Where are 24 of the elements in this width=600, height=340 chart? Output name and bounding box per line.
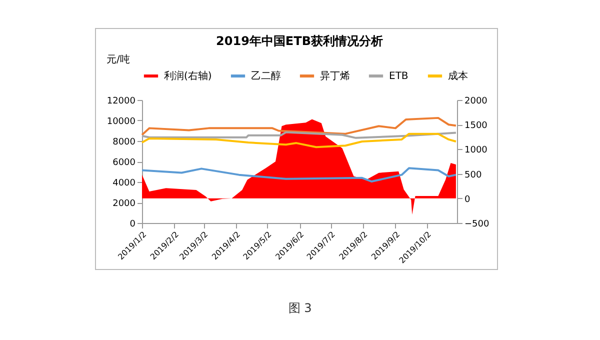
y-tick-label: 4000 — [112, 178, 136, 188]
y-tick-label: 8000 — [112, 138, 136, 148]
y2-tick-label: −500 — [464, 220, 490, 230]
y2-tick-label: 2000 — [464, 96, 488, 106]
legend-label: ETB — [389, 71, 408, 82]
caption: 图 3 — [287, 300, 313, 317]
y-tick-label: 6000 — [112, 158, 136, 168]
y-tick-label: 2000 — [112, 199, 136, 209]
y-tick-label: 12000 — [106, 96, 136, 106]
line-series — [141, 116, 457, 136]
line-series — [141, 132, 457, 148]
y2-tick-label: 1500 — [464, 121, 488, 132]
y-tick-label: 0 — [130, 220, 136, 230]
legend-label: 乙二醇 — [251, 70, 281, 82]
y2-tick-label: 0 — [464, 194, 470, 205]
line-series — [141, 167, 457, 182]
y2-tick-label: 1000 — [464, 146, 488, 156]
chart-title: 2019年中国ETB获利情况分析 — [216, 34, 383, 48]
y-axis-title: 元/吨 — [106, 54, 130, 66]
y-tick-label: 10000 — [106, 117, 136, 127]
y2-tick-label: 500 — [464, 170, 482, 180]
legend-label: 成本 — [448, 70, 468, 82]
legend-label: 利润(右轴) — [164, 70, 212, 82]
legend-label: 异丁烯 — [320, 70, 350, 82]
